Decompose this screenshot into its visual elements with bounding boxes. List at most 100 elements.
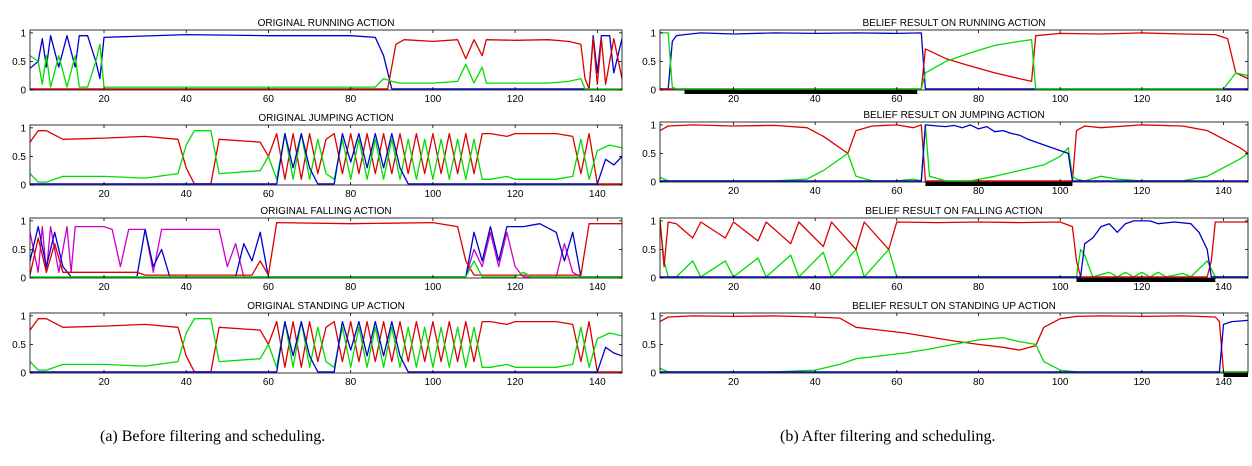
chart-b-2: BELIEF RESULT ON FALLING ACTION 20 40 60 80 1…	[642, 206, 1249, 293]
x-tick-label: 40	[181, 377, 193, 388]
series-line-0	[30, 225, 622, 278]
x-tick-label: 140	[589, 94, 606, 105]
y-tick-label: 0	[650, 86, 656, 97]
y-tick-label: 0	[650, 274, 656, 285]
x-tick-label: 80	[973, 186, 985, 197]
x-tick-label: 20	[98, 377, 110, 388]
y-tick-label: 1	[650, 311, 656, 322]
series-line-1	[660, 32, 1248, 90]
chart-a-0: ORIGINAL RUNNING ACTION 20 40 60 80 100 120 140…	[12, 18, 623, 105]
y-tick-label: 0.5	[12, 245, 26, 256]
x-tick-label: 60	[891, 94, 903, 105]
series-line-1	[30, 318, 622, 371]
x-tick-label: 20	[98, 94, 110, 105]
series-line-0	[660, 315, 1248, 373]
caption-a: (a) Before filtering and scheduling.	[100, 428, 326, 445]
x-tick-label: 120	[507, 94, 524, 105]
x-tick-label: 140	[589, 189, 606, 200]
x-tick-label: 100	[425, 94, 442, 105]
x-tick-label: 40	[181, 282, 193, 293]
series-line-0	[30, 318, 622, 373]
x-tick-label: 120	[1133, 94, 1150, 105]
plot-area	[30, 130, 622, 185]
plot-area	[30, 221, 622, 278]
series-line-0	[660, 124, 1248, 182]
series-line-1	[660, 220, 1248, 278]
x-tick-label: 40	[181, 189, 193, 200]
y-tick-label: 0.5	[642, 245, 656, 256]
y-tick-label: 1	[650, 120, 656, 131]
y-tick-label: 0.5	[12, 152, 26, 163]
axes-box	[659, 312, 1249, 374]
y-tick-label: 0.5	[642, 57, 656, 68]
y-tick-label: 0	[20, 369, 26, 380]
chart-title: BELIEF RESULT ON JUMPING ACTION	[863, 110, 1044, 121]
series-line-0	[30, 33, 622, 90]
chart-b-3: BELIEF RESULT ON STANDING UP ACTION 20 40 6…	[642, 301, 1249, 388]
axes-box	[659, 217, 1249, 279]
series-line-1	[30, 223, 622, 278]
y-tick-label: 1	[650, 216, 656, 227]
chart-a-2: ORIGINAL FALLING ACTION 20 40 60 80 100 120 140…	[12, 206, 623, 293]
x-tick-label: 60	[891, 377, 903, 388]
x-tick-label: 120	[1133, 282, 1150, 293]
y-tick-label: 1	[20, 216, 26, 227]
x-tick-label: 60	[263, 189, 275, 200]
x-tick-label: 140	[589, 282, 606, 293]
x-tick-label: 100	[1052, 186, 1069, 197]
chart-title: ORIGINAL RUNNING ACTION	[258, 18, 395, 29]
series-line-2	[660, 220, 1248, 278]
chart-title: BELIEF RESULT ON RUNNING ACTION	[863, 18, 1046, 29]
axes-box	[29, 217, 623, 279]
plot-area	[30, 318, 622, 373]
plot-area	[660, 124, 1248, 182]
axes-box	[29, 124, 623, 186]
plot-area	[660, 315, 1248, 373]
x-tick-label: 80	[345, 377, 357, 388]
x-tick-label: 120	[1133, 377, 1150, 388]
x-tick-label: 20	[98, 282, 110, 293]
x-tick-label: 60	[891, 186, 903, 197]
x-tick-label: 80	[345, 94, 357, 105]
y-tick-label: 1	[20, 311, 26, 322]
y-tick-label: 0.5	[642, 149, 656, 160]
x-tick-label: 140	[1215, 186, 1232, 197]
chart-title: BELIEF RESULT ON STANDING UP ACTION	[852, 301, 1056, 312]
x-tick-label: 60	[891, 282, 903, 293]
plot-area	[660, 32, 1248, 90]
y-tick-label: 1	[20, 123, 26, 134]
series-line-0	[660, 220, 1248, 278]
series-line-2	[30, 43, 622, 90]
x-tick-label: 100	[425, 189, 442, 200]
y-tick-label: 0.5	[12, 340, 26, 351]
chart-title: BELIEF RESULT ON FALLING ACTION	[865, 206, 1042, 217]
chart-a-3: ORIGINAL STANDING UP ACTION 20 40 60 80 100 12…	[12, 301, 623, 388]
series-line-2	[660, 124, 1248, 182]
x-tick-label: 140	[1215, 282, 1232, 293]
chart-title: ORIGINAL STANDING UP ACTION	[247, 301, 405, 312]
x-tick-label: 100	[1052, 282, 1069, 293]
x-tick-label: 60	[263, 377, 275, 388]
chart-a-1: ORIGINAL JUMPING ACTION 20 40 60 80 100 120 140…	[12, 113, 623, 200]
x-tick-label: 20	[728, 186, 740, 197]
plot-area	[30, 33, 622, 90]
series-line-2	[30, 132, 622, 185]
series-line-2	[660, 32, 1248, 90]
series-line-0	[660, 32, 1248, 90]
y-tick-label: 0.5	[12, 57, 26, 68]
y-tick-label: 0	[650, 369, 656, 380]
x-tick-label: 80	[973, 94, 985, 105]
y-tick-label: 1	[20, 28, 26, 39]
x-tick-label: 120	[507, 189, 524, 200]
x-tick-label: 80	[345, 282, 357, 293]
x-tick-label: 140	[589, 377, 606, 388]
caption-b: (b) After filtering and scheduling.	[780, 428, 996, 445]
x-tick-label: 20	[728, 282, 740, 293]
x-tick-label: 100	[1052, 377, 1069, 388]
series-line-2	[30, 221, 622, 276]
series-line-1	[30, 37, 622, 90]
series-line-1	[660, 336, 1248, 373]
x-tick-label: 40	[810, 282, 822, 293]
x-tick-label: 80	[345, 189, 357, 200]
